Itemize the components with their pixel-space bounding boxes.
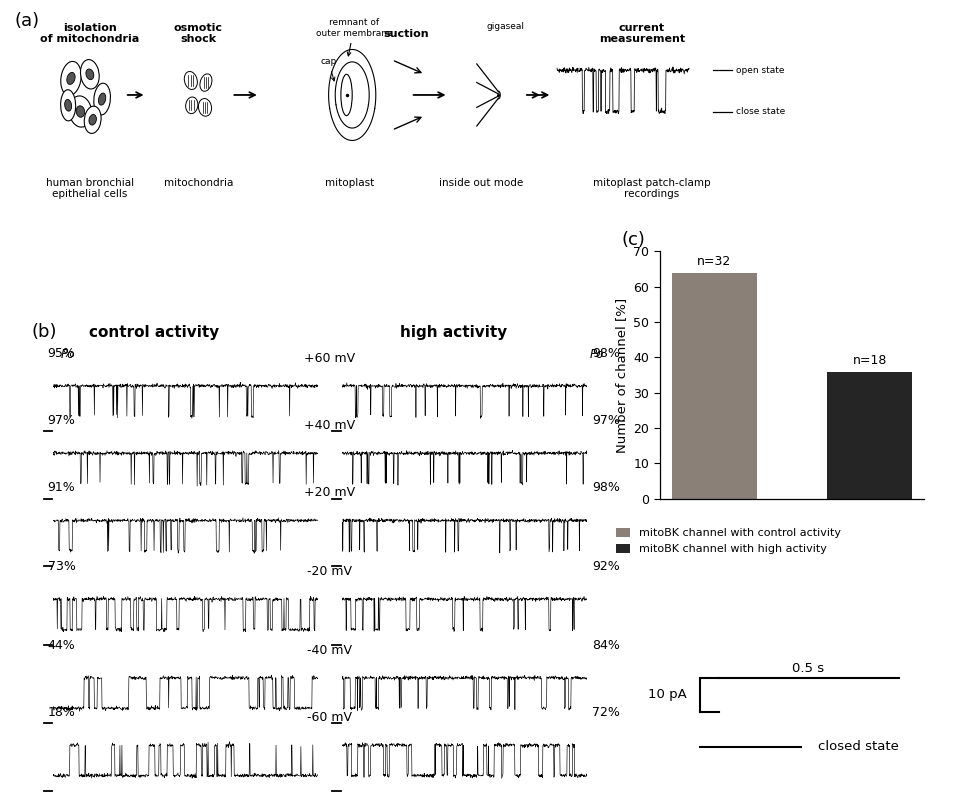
Text: inside out mode: inside out mode [439,178,524,187]
Text: mitoplast: mitoplast [325,178,374,187]
Text: current
measurement: current measurement [599,23,685,44]
Text: +60 mV: +60 mV [304,351,355,365]
Ellipse shape [341,75,352,116]
Text: mitochondria: mitochondria [164,178,233,187]
Text: 97%: 97% [592,414,620,427]
Text: close state: close state [737,107,786,116]
Text: 84%: 84% [592,638,620,652]
Ellipse shape [76,105,85,118]
Text: 97%: 97% [48,414,75,427]
Ellipse shape [61,62,81,96]
Text: -20 mV: -20 mV [307,564,352,577]
Ellipse shape [61,90,76,121]
Text: 92%: 92% [592,560,620,573]
Text: 18%: 18% [48,706,75,719]
Text: 91%: 91% [48,481,75,494]
Text: 44%: 44% [48,638,75,652]
Ellipse shape [198,98,212,116]
Text: human bronchial
epithelial cells: human bronchial epithelial cells [46,178,134,200]
Ellipse shape [98,93,106,105]
Text: closed state: closed state [818,740,898,753]
Ellipse shape [65,100,71,111]
Text: 98%: 98% [592,346,620,359]
Ellipse shape [66,72,75,84]
Ellipse shape [84,106,101,134]
Ellipse shape [186,97,197,114]
Ellipse shape [93,84,111,115]
Text: 73%: 73% [48,560,75,573]
Y-axis label: Number of channel [%]: Number of channel [%] [614,298,628,453]
Ellipse shape [184,71,197,89]
Text: 95%: 95% [48,346,75,359]
Text: cap: cap [321,57,337,81]
Text: 0.5 s: 0.5 s [792,662,823,676]
Text: gigaseal: gigaseal [486,22,524,31]
Text: +20 mV: +20 mV [304,486,355,499]
Text: Po: Po [589,348,604,361]
Text: +40 mV: +40 mV [304,418,355,431]
Text: suction: suction [383,29,429,39]
Text: (a): (a) [14,12,39,30]
Text: -40 mV: -40 mV [307,643,352,657]
Text: n=18: n=18 [852,354,887,367]
Text: n=32: n=32 [697,255,732,268]
Text: (c): (c) [621,231,645,249]
Text: 98%: 98% [592,481,620,494]
Polygon shape [477,64,499,126]
Text: (b): (b) [31,323,57,341]
Text: 10 pA: 10 pA [648,689,687,702]
Text: isolation
of mitochondria: isolation of mitochondria [40,23,140,44]
Text: 72%: 72% [592,706,620,719]
Ellipse shape [200,74,212,92]
Text: osmotic
shock: osmotic shock [174,23,222,44]
Legend: mitoBK channel with control activity, mitoBK channel with high activity: mitoBK channel with control activity, mi… [612,524,846,559]
Ellipse shape [89,114,96,125]
Text: -60 mV: -60 mV [307,710,352,723]
Text: mitoplast patch-clamp
recordings: mitoplast patch-clamp recordings [592,178,710,200]
Text: control activity: control activity [90,324,220,340]
Text: remnant of
outer membrane: remnant of outer membrane [316,19,392,56]
Ellipse shape [81,59,99,89]
Text: high activity: high activity [401,324,508,340]
Bar [672,272,757,499]
Bar [827,371,913,499]
Ellipse shape [86,69,93,79]
Text: open state: open state [737,66,785,75]
Text: Po: Po [61,348,75,361]
Ellipse shape [69,96,91,127]
